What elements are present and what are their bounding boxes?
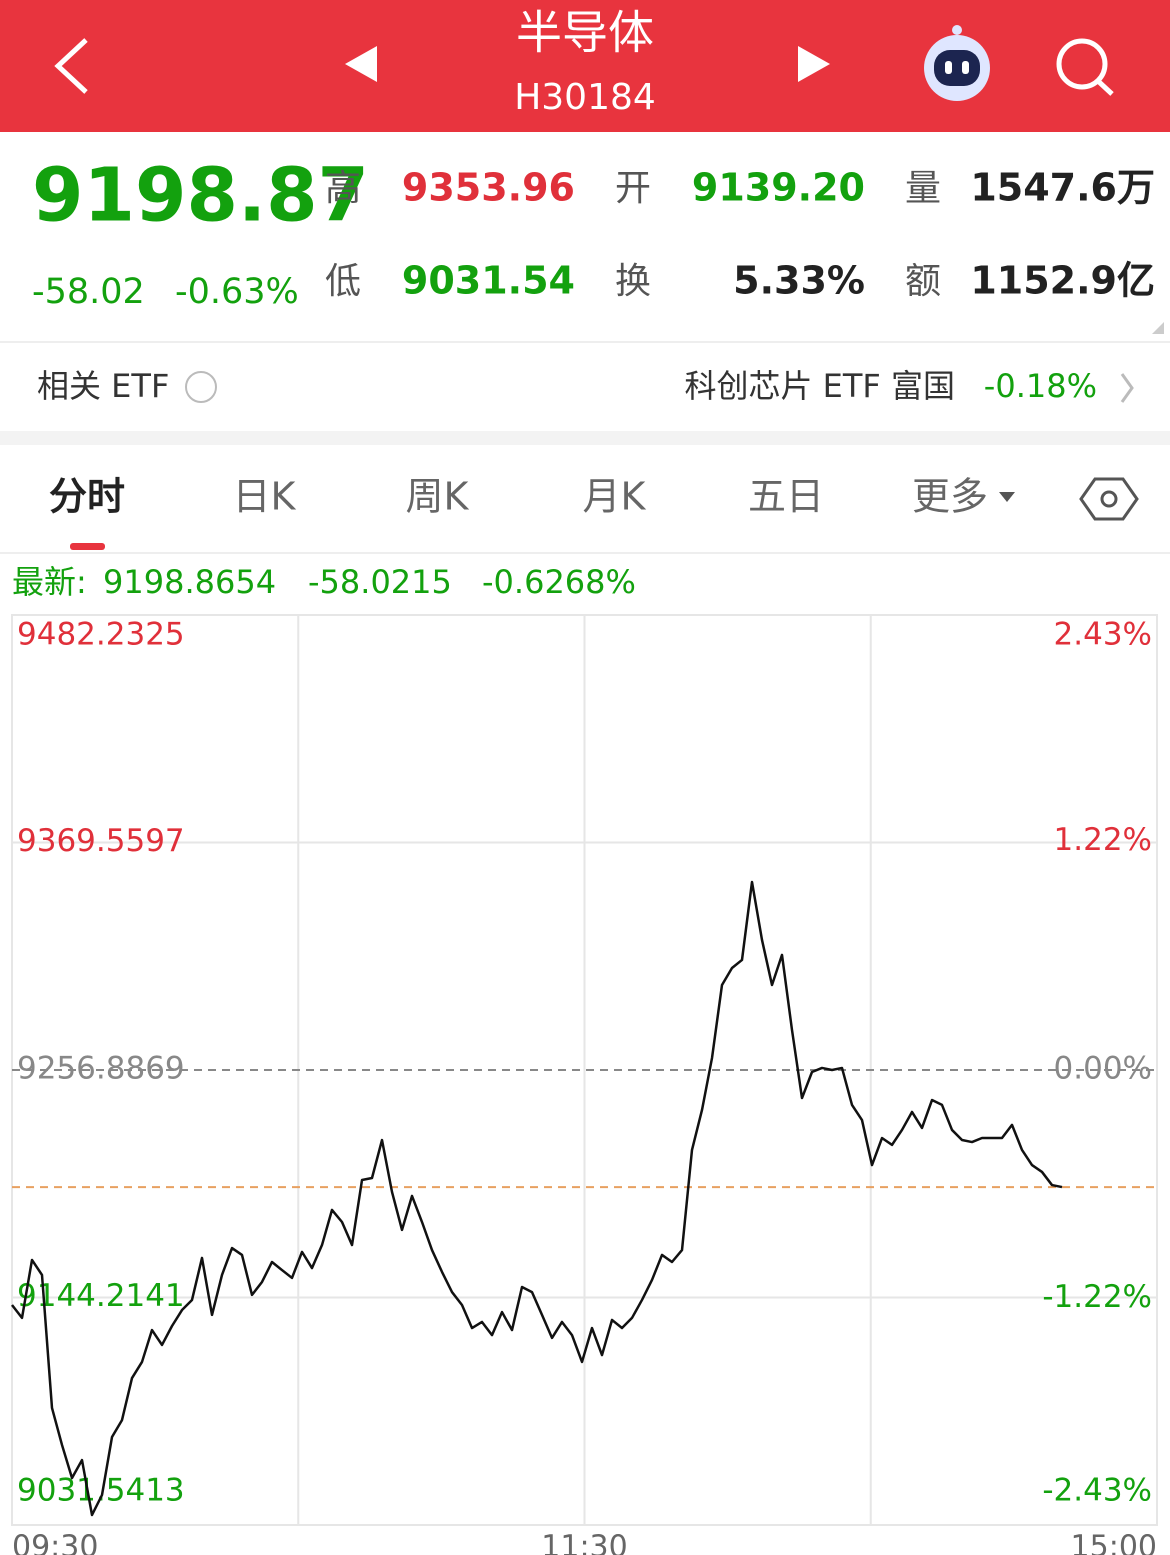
y-tick-label: 9369.5597 <box>17 823 185 859</box>
tab[interactable]: 日K <box>233 475 297 519</box>
corner-mark <box>1152 322 1164 334</box>
robot-eye <box>962 61 969 74</box>
section-gap <box>0 431 1170 445</box>
quote-value: 9353.96 <box>402 166 575 210</box>
x-tick-label: 11:30 <box>541 1530 627 1555</box>
quote-value: 1152.9亿 <box>970 259 1155 303</box>
y2-tick-label: 1.22% <box>1054 822 1152 858</box>
title: 半导体 <box>516 6 654 60</box>
quote-label: 额 <box>905 261 941 302</box>
price-line <box>11 880 1063 1517</box>
tab[interactable]: 月K <box>583 475 647 519</box>
prev-button[interactable] <box>345 46 377 82</box>
chevron <box>1120 373 1134 403</box>
y2-tick-label: 0.00% <box>1054 1051 1152 1087</box>
tab-indicator <box>70 543 105 550</box>
quote-value: 9031.54 <box>402 259 575 303</box>
quote-value: 1547.6万 <box>970 166 1155 210</box>
change-pct: -0.63% <box>175 272 299 312</box>
etf-row[interactable]: 相关 ETF -0.18% 科创芯片 ETF 富国 <box>37 367 1134 405</box>
y-tick-label: 9482.2325 <box>17 617 185 653</box>
y2-tick-label: -1.22% <box>1042 1279 1152 1315</box>
etf-change: -0.18% <box>984 367 1097 405</box>
quote-label: 高 <box>325 168 361 209</box>
search-icon <box>1056 38 1108 90</box>
etf-name: 科创芯片 ETF 富国 <box>684 367 955 405</box>
latest-pct: -0.6268% <box>482 563 636 601</box>
y-tick-label: 9031.5413 <box>17 1473 185 1509</box>
price: 9198.87 <box>32 153 369 239</box>
y2-tick-label: 2.43% <box>1054 617 1152 653</box>
tab[interactable]: 分时 <box>49 475 125 519</box>
tab[interactable]: 周K <box>406 475 470 519</box>
robot-eye <box>945 61 952 74</box>
assistant-button[interactable] <box>924 25 990 101</box>
search-button[interactable] <box>1056 38 1114 96</box>
settings-icon <box>1100 490 1118 508</box>
dropdown-arrow[interactable] <box>999 492 1015 502</box>
x-tick-label: 09:30 <box>12 1530 98 1555</box>
settings-button[interactable] <box>1079 477 1139 521</box>
y-tick-label: 9256.8869 <box>17 1051 185 1087</box>
help-icon <box>185 371 217 403</box>
latest-price: 9198.8654 <box>103 563 276 601</box>
quote-value: 9139.20 <box>692 166 865 210</box>
change: -58.02 <box>32 272 145 312</box>
tab[interactable]: 五日 <box>748 475 824 519</box>
etf-label: 相关 ETF <box>37 367 169 405</box>
quote-label: 开 <box>615 168 651 209</box>
robot-face <box>934 50 980 86</box>
quote-label: 量 <box>905 168 941 209</box>
quote-value: 5.33% <box>733 259 865 303</box>
tab[interactable]: 更多 <box>912 475 988 519</box>
search-icon <box>1096 79 1114 96</box>
latest-label: 最新: <box>12 563 87 601</box>
next-button[interactable] <box>798 46 830 82</box>
quote-label: 换 <box>615 261 651 302</box>
code: H30184 <box>514 77 656 118</box>
quote-label: 低 <box>325 261 361 302</box>
latest-change: -58.0215 <box>308 563 452 601</box>
x-tick-label: 15:00 <box>1071 1530 1157 1555</box>
y2-tick-label: -2.43% <box>1042 1473 1152 1509</box>
back-button[interactable] <box>54 38 88 94</box>
robot-antenna <box>952 25 962 35</box>
